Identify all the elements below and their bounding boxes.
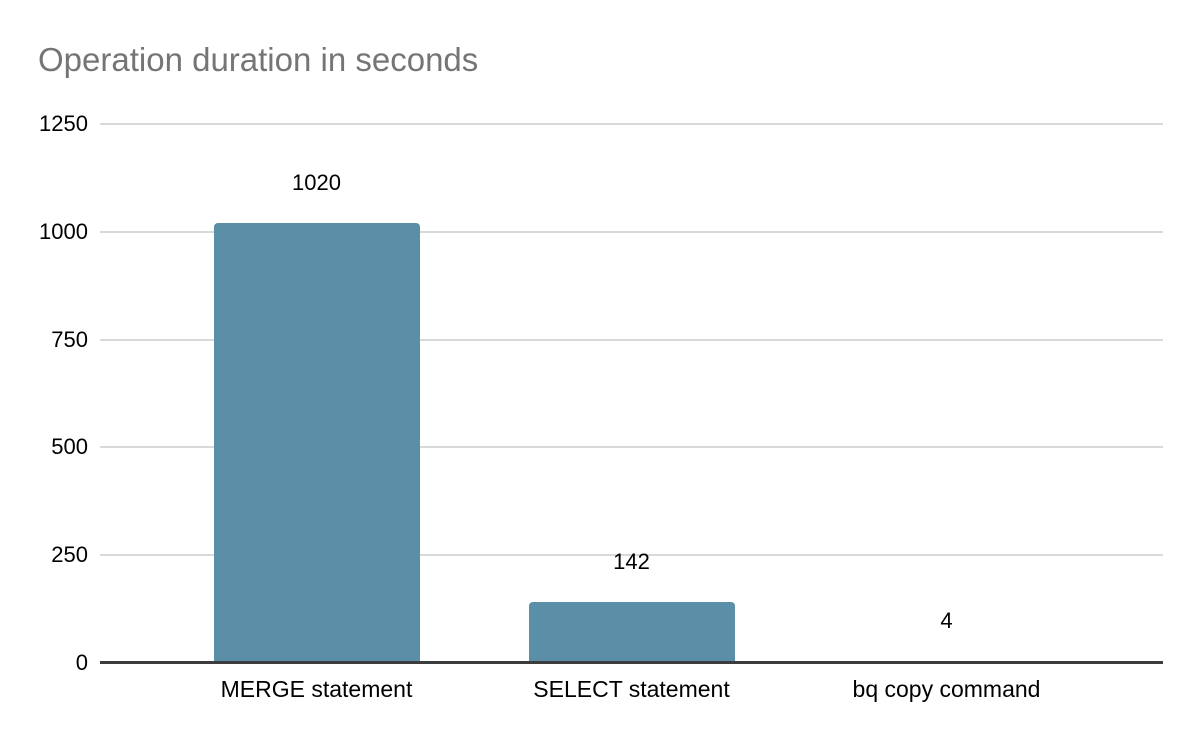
gridline	[100, 554, 1163, 557]
y-tick-label: 750	[51, 326, 88, 352]
bar-value-label: 1020	[292, 170, 341, 196]
gridline	[100, 230, 1163, 233]
y-tick-label: 1000	[39, 218, 88, 244]
y-tick-label: 250	[51, 542, 88, 568]
bar-value-label: 4	[940, 608, 953, 634]
gridline	[100, 123, 1163, 125]
x-axis-line	[100, 661, 1163, 664]
x-category-label: bq copy command	[852, 676, 1041, 702]
x-category-label: MERGE statement	[220, 676, 413, 702]
plot-area: 0 250 500 750 1000 1250 1020 142 4 MERGE statem…	[39, 111, 1163, 702]
y-tick-label: 1250	[39, 111, 88, 136]
bar	[528, 601, 735, 663]
y-tick-label: 500	[51, 434, 88, 460]
bar-value-label: 142	[613, 548, 650, 574]
chart-title: Operation duration in seconds	[38, 41, 479, 78]
y-tick-label: 0	[75, 650, 88, 675]
gridline	[100, 446, 1163, 449]
gridline	[100, 338, 1163, 341]
bar	[213, 223, 420, 663]
x-category-label: SELECT statement	[533, 676, 730, 702]
